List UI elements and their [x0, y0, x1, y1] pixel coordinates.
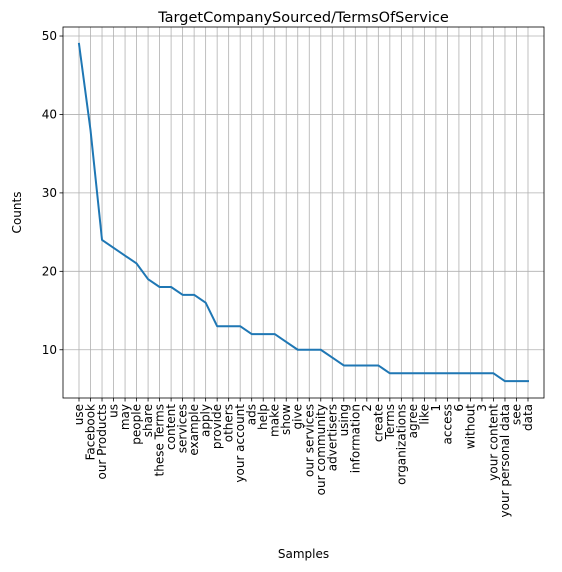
x-tick-label: give [291, 404, 305, 429]
x-tick-label: us [107, 404, 121, 418]
y-tick-label: 20 [42, 264, 57, 278]
x-tick-label: see [509, 404, 523, 425]
x-tick-label: our Products [95, 404, 109, 480]
y-axis-title: Counts [10, 192, 24, 234]
x-tick-label: data [521, 404, 535, 431]
x-tick-label: use [72, 404, 86, 425]
x-tick-label: information [348, 404, 362, 473]
x-tick-label: your content [486, 404, 500, 481]
x-tick-label: provide [210, 404, 224, 449]
x-tick-label: ads [245, 404, 259, 425]
x-tick-label: make [268, 404, 282, 437]
series-layer [77, 42, 529, 383]
y-tick-label: 10 [42, 343, 57, 357]
x-tick-label: 6 [452, 404, 466, 412]
x-tick-label: services [176, 404, 190, 453]
x-tick-label: show [279, 404, 293, 435]
y-tick-label: 40 [42, 107, 57, 121]
x-tick-label: Terms [383, 404, 397, 440]
x-tick-label: organizations [394, 404, 408, 485]
x-tick-label: help [256, 404, 270, 430]
x-tick-label: like [417, 404, 431, 425]
x-tick-label: people [130, 404, 144, 445]
chart-title: TargetCompanySourced/TermsOfService [157, 10, 449, 26]
x-tick-label: our community [314, 404, 328, 495]
x-tick-label: your account [233, 404, 247, 483]
x-tick-label: advertisers [325, 404, 339, 471]
x-tick-label: without [463, 404, 477, 449]
x-tick-label: Facebook [84, 404, 98, 460]
x-tick-label: may [118, 404, 132, 430]
x-tick-label: agree [406, 404, 420, 438]
x-tick-label: content [164, 404, 178, 450]
y-axis: 10 20 30 40 50 [42, 29, 63, 357]
x-tick-label: others [222, 404, 236, 442]
series-line [77, 42, 529, 383]
x-tick-label: 2 [360, 404, 374, 412]
axes-frame [62, 26, 545, 399]
x-axis-title: Samples [278, 547, 329, 561]
y-tick-label: 30 [42, 186, 57, 200]
x-tick-label: 3 [475, 404, 489, 412]
x-tick-label: apply [199, 404, 213, 437]
x-tick-label: create [371, 404, 385, 442]
x-tick-label: 1 [429, 404, 443, 412]
y-tick-label: 50 [42, 29, 57, 43]
x-tick-label: your personal data [498, 404, 512, 517]
x-tick-label: example [187, 404, 201, 456]
x-tick-label: these Terms [153, 404, 167, 476]
x-tick-label: share [141, 404, 155, 437]
x-tick-label: access [440, 404, 454, 444]
x-tick-label: using [337, 404, 351, 436]
grid-layer [63, 27, 544, 398]
x-tick-label: our services [302, 404, 316, 477]
